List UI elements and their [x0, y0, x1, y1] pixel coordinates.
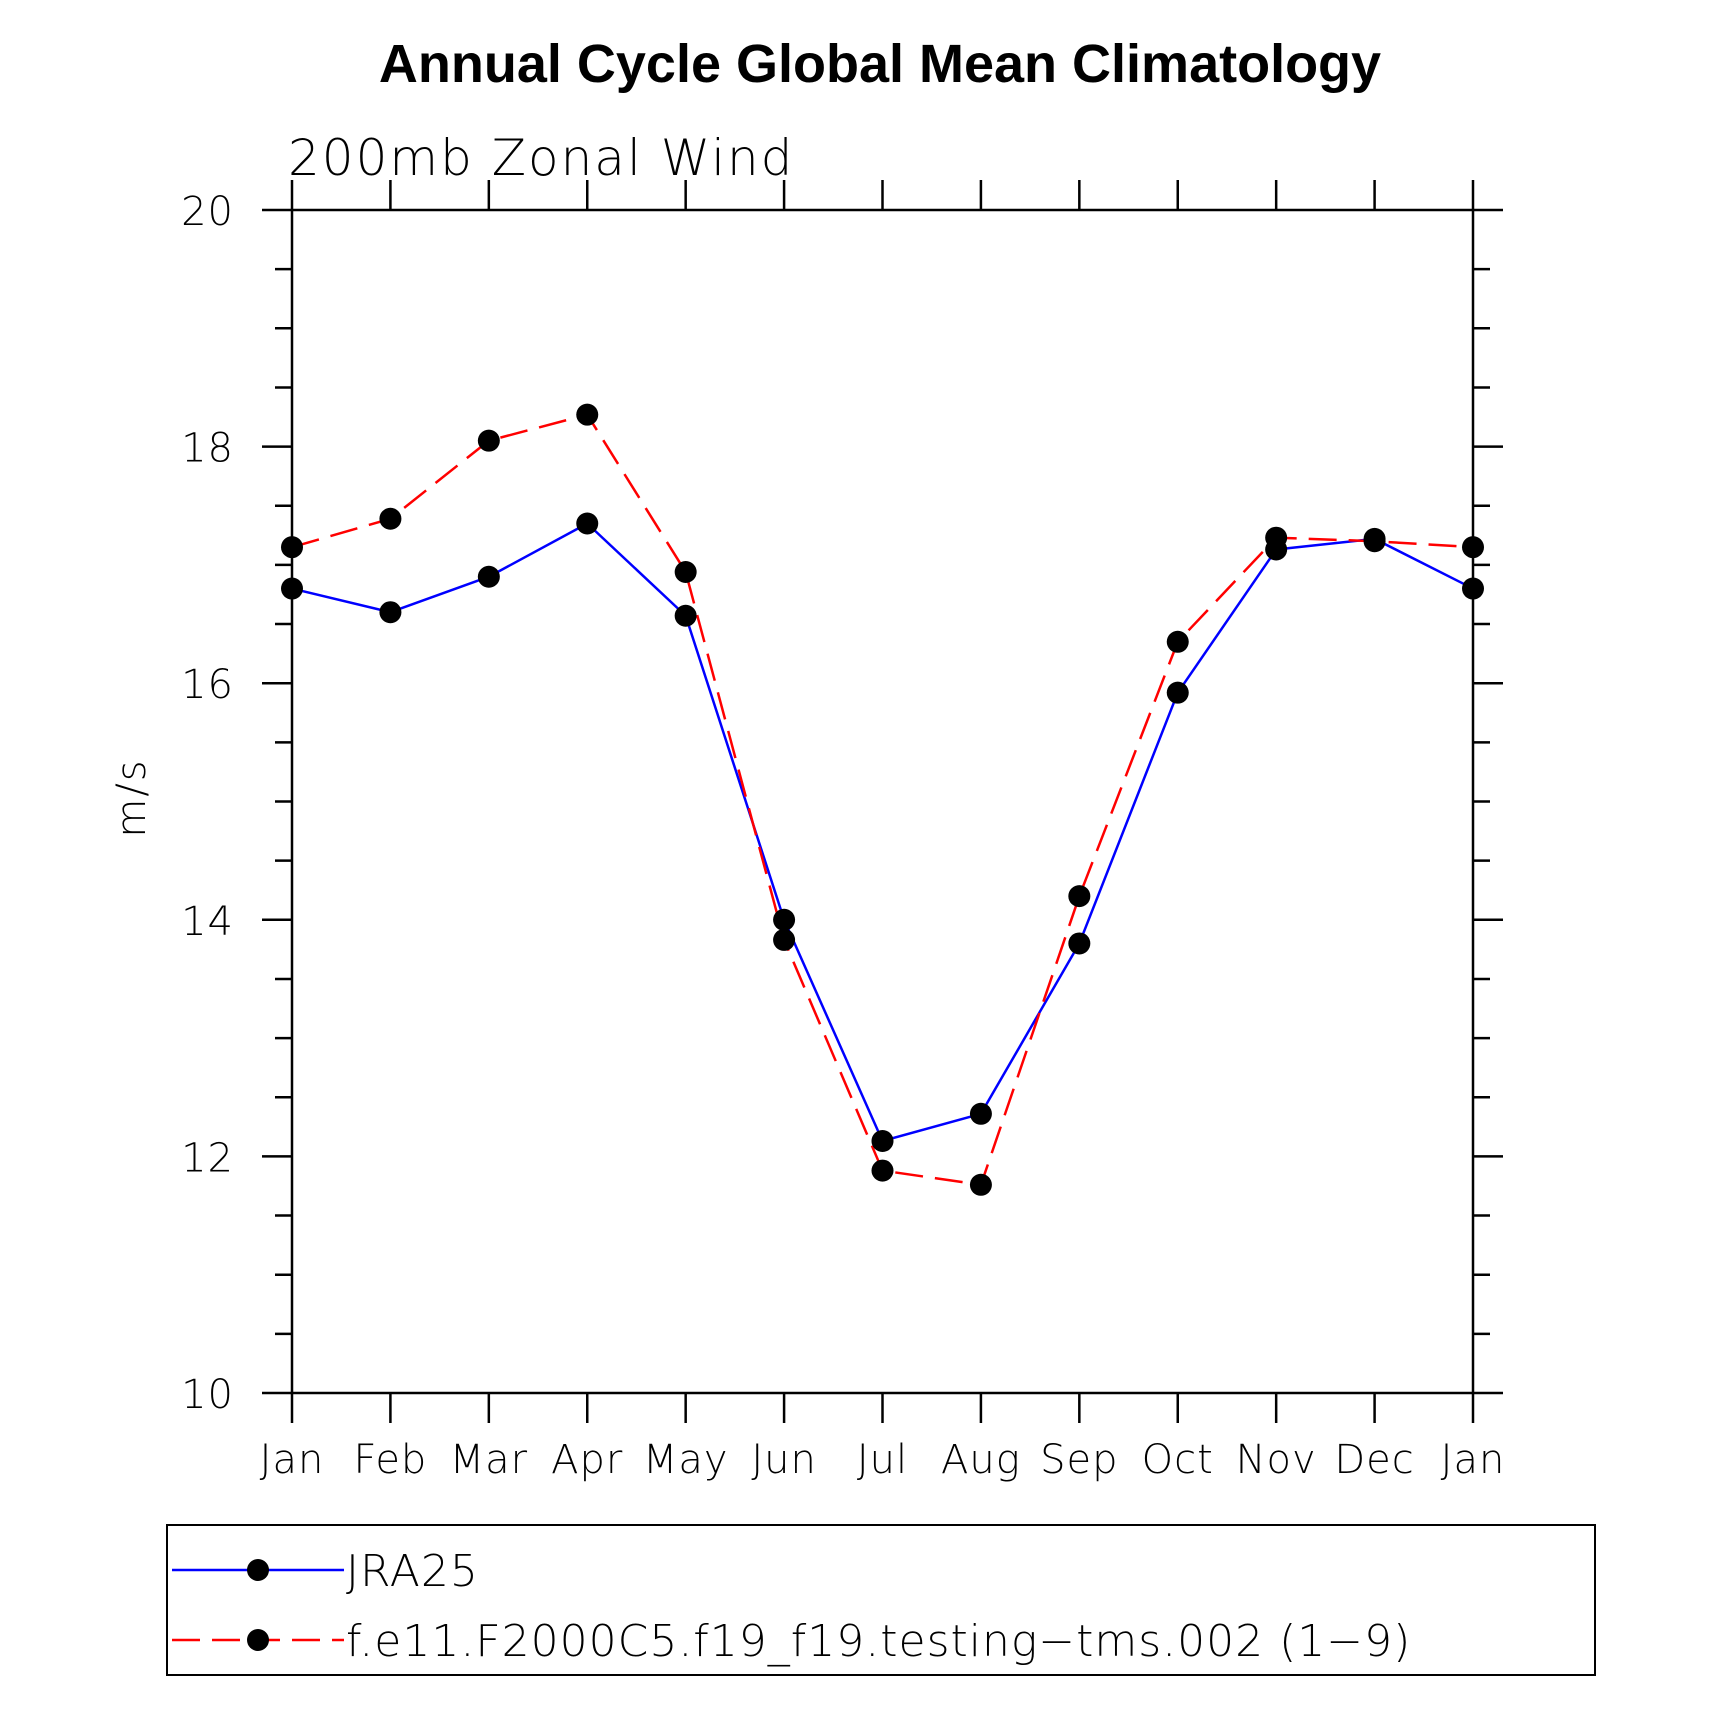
- x-tick-label: Jul: [857, 1437, 908, 1483]
- series-2-point: [969, 1173, 992, 1196]
- series-1-point: [576, 512, 599, 535]
- y-tick-label: 20: [181, 189, 234, 235]
- x-tick-label: Mar: [450, 1437, 528, 1483]
- x-tick-label: Dec: [1334, 1437, 1414, 1483]
- legend-marker-1: [247, 1559, 269, 1581]
- legend: JRA25 f.e11.F2000C5.f19_f19.testing−tms.0…: [166, 1524, 1596, 1676]
- axes-group: Jan Feb Mar Apr May Jun Jul Aug Sep Oct Nov Dec Jan 1…: [181, 180, 1506, 1483]
- series-2-point: [1068, 885, 1091, 908]
- series-2-point: [871, 1159, 894, 1182]
- series-2-point: [1265, 526, 1288, 549]
- y-tick-label: 12: [181, 1135, 234, 1181]
- x-tick-label: Feb: [354, 1437, 428, 1483]
- x-tick-label: Nov: [1236, 1437, 1317, 1483]
- series-layer: [281, 403, 1484, 1196]
- series-2-point: [1166, 630, 1189, 653]
- chart-title: Annual Cycle Global Mean Climatology: [379, 34, 1381, 94]
- series-2-point: [773, 928, 796, 951]
- x-tick-label: Apr: [551, 1437, 623, 1483]
- series-1-point: [773, 908, 796, 931]
- series-1-point: [1068, 932, 1091, 955]
- x-tick-label: Jun: [751, 1437, 817, 1483]
- x-tick-label: Oct: [1142, 1437, 1214, 1483]
- x-tick-label: Jan: [260, 1437, 325, 1483]
- y-tick-label: 10: [181, 1372, 234, 1418]
- legend-label-2: f.e11.F2000C5.f19_f19.testing−tms.002 (1…: [346, 1616, 1411, 1667]
- series-1-point: [1462, 577, 1484, 600]
- y-tick-label: 18: [181, 426, 234, 472]
- plot-frame: [290, 208, 1475, 1395]
- legend-label-1: JRA25: [346, 1546, 479, 1597]
- series-1-point: [379, 601, 402, 624]
- y-tick-label: 14: [181, 899, 234, 945]
- series-2-point: [674, 560, 697, 583]
- series-2-point: [1363, 530, 1386, 553]
- x-tick-label: Jan: [1441, 1437, 1506, 1483]
- series-1-point: [281, 577, 303, 600]
- series-line-1: [291, 522, 1474, 1143]
- series-1-point: [969, 1102, 992, 1125]
- series-1-point: [674, 604, 697, 627]
- x-tick-label: May: [643, 1437, 729, 1483]
- series-2-point: [379, 507, 402, 530]
- y-axis-label: m/s: [109, 758, 155, 837]
- series-1-point: [871, 1130, 894, 1153]
- series-2-point: [477, 429, 500, 452]
- legend-marker-2: [247, 1629, 269, 1651]
- series-2-point: [281, 536, 303, 559]
- series-1-point: [477, 565, 500, 588]
- legend-box: [166, 1524, 1596, 1676]
- series-2-point: [576, 403, 599, 426]
- series-2-point: [1462, 536, 1484, 559]
- x-tick-label: Aug: [941, 1437, 1021, 1483]
- chart-subtitle: 200mb Zonal Wind: [288, 129, 794, 187]
- y-tick-label: 16: [181, 662, 234, 708]
- series-line-2: [291, 413, 1474, 1187]
- x-tick-label: Sep: [1040, 1437, 1118, 1483]
- series-1-point: [1166, 681, 1189, 704]
